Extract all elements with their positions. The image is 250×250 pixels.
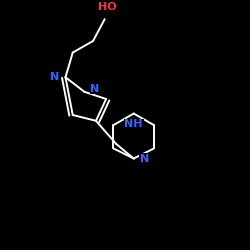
Text: N: N	[140, 154, 149, 164]
Text: N: N	[50, 72, 60, 82]
Text: N: N	[90, 84, 100, 94]
Text: NH: NH	[124, 119, 143, 129]
Text: HO: HO	[98, 2, 117, 12]
